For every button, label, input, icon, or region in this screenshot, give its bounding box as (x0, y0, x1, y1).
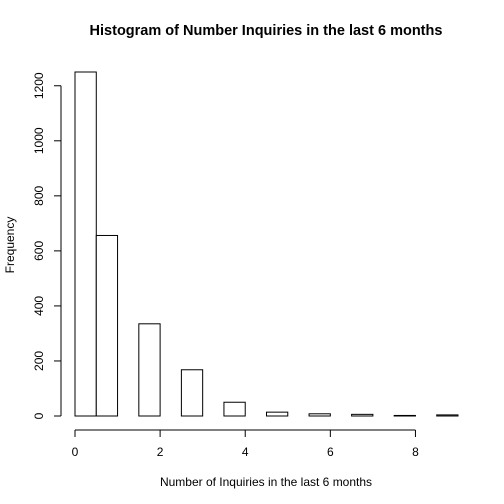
histogram-bar-15 (393, 414, 416, 417)
x-axis-label: Number of Inquiries in the last 6 months (160, 475, 372, 489)
y-tick-label-6: 1200 (32, 72, 46, 99)
y-tick-label-1: 200 (32, 351, 46, 371)
x-tick-label-1: 2 (157, 445, 164, 459)
y-tick-label-2: 400 (32, 296, 46, 316)
histogram-bar-11 (308, 413, 331, 417)
chart-title: Histogram of Number Inquiries in the las… (90, 23, 443, 39)
x-tick-label-0: 0 (72, 445, 79, 459)
x-tick-label-2: 4 (242, 445, 249, 459)
histogram-bar-1 (95, 234, 119, 417)
histogram-bar-5 (180, 369, 204, 417)
y-axis: 0 200 400 600 800 1000 1200 (32, 72, 62, 419)
histogram-bar-0 (74, 71, 97, 417)
y-axis-label: Frequency (3, 217, 17, 274)
histogram-bar-3 (138, 323, 161, 417)
histogram-bar-9 (266, 411, 289, 417)
y-tick-label-0: 0 (32, 412, 46, 419)
y-tick-label-4: 800 (32, 186, 46, 206)
y-tick-label-5: 1000 (32, 127, 46, 154)
bars-group (74, 71, 459, 417)
x-tick-label-3: 6 (327, 445, 334, 459)
x-axis: 0 2 4 6 8 (72, 429, 419, 459)
x-tick-label-4: 8 (412, 445, 419, 459)
histogram-bar-17 (436, 414, 459, 417)
histogram-bar-7 (223, 401, 246, 417)
histogram-bar-13 (351, 413, 374, 417)
y-tick-label-3: 600 (32, 241, 46, 261)
